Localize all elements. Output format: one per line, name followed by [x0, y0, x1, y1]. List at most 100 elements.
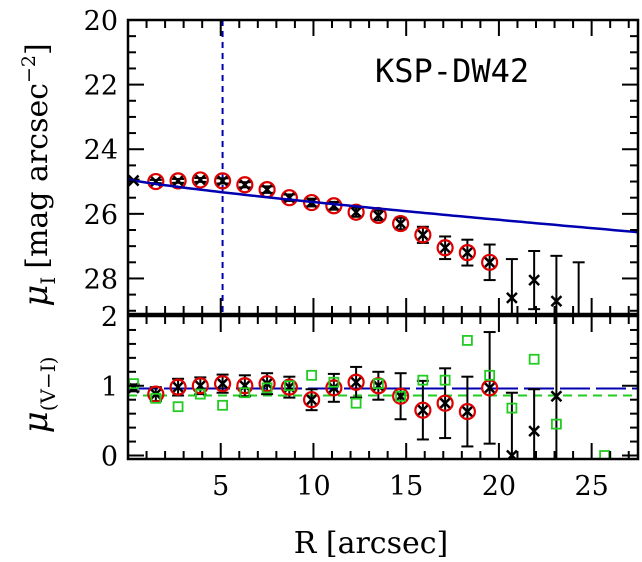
top-ylabel-close: ] [20, 43, 55, 55]
top-ylabel-unit: [mag arcsec [20, 83, 55, 269]
alt-color-point [461, 335, 473, 346]
fit-point [258, 375, 276, 393]
fit-point [236, 377, 254, 395]
top-ylabel-exp: −2 [18, 55, 40, 83]
fit-point [347, 203, 365, 221]
data-point [172, 381, 184, 394]
xtick-label: 10 [296, 471, 330, 502]
fit-point [458, 402, 476, 421]
top-ytick-label: 20 [84, 6, 118, 37]
alt-color-point [150, 392, 162, 404]
top-ylabel: μI [mag arcsec−2] [16, 43, 60, 307]
bottom-ytick-label: 2 [101, 302, 118, 333]
data-point [483, 381, 496, 394]
top-ytick-label: 26 [84, 200, 118, 231]
data-point [394, 217, 407, 230]
top-ylabel-mu: μ [16, 285, 56, 307]
fit-point [303, 391, 321, 409]
bottom-ytick-label: 1 [101, 372, 118, 403]
fit-point [369, 377, 387, 395]
fit-point [169, 172, 187, 190]
fit-point [436, 239, 454, 257]
data-point [216, 377, 229, 390]
data-point [550, 295, 563, 307]
data-point [528, 425, 541, 437]
fit-point [458, 244, 476, 262]
fit-point [213, 375, 232, 393]
data-point [350, 206, 362, 219]
alt-color-point [484, 369, 496, 381]
alt-color-point [417, 374, 429, 386]
data-point [416, 228, 429, 241]
alt-color-point [551, 418, 562, 430]
alt-color-point [372, 378, 384, 390]
alt-color-point [528, 353, 540, 365]
alt-color-point [261, 382, 273, 394]
data-point [528, 274, 541, 286]
alt-color-point [439, 374, 451, 386]
data-point [238, 178, 251, 191]
fit-point [392, 214, 410, 233]
top-plot-area [128, 20, 638, 332]
data-point [574, 322, 584, 332]
alt-color-point [350, 397, 362, 409]
xtick-label: 15 [389, 471, 423, 502]
alt-color-point [306, 369, 318, 381]
alt-color-point [194, 388, 206, 400]
data-point [194, 174, 207, 186]
fit-point [236, 176, 254, 194]
bottom-ytick-label: 0 [101, 442, 118, 473]
data-point [305, 393, 318, 406]
top-ytick-label: 22 [84, 71, 118, 102]
x-axis-title: R [arcsec] [294, 526, 449, 561]
alt-color-point [239, 387, 251, 399]
data-point [372, 209, 385, 222]
top-ytick-label: 24 [84, 135, 118, 166]
xtick-label: 5 [212, 471, 229, 502]
alt-color-point [395, 390, 407, 402]
data-point [216, 175, 229, 187]
data-point [327, 199, 340, 212]
alt-color-point [172, 401, 184, 413]
fit-point [147, 172, 165, 191]
fit-point [191, 171, 209, 189]
bottom-frame [126, 314, 640, 461]
data-point [372, 379, 385, 392]
alt-color-point [283, 380, 295, 392]
alt-color-point [506, 402, 518, 414]
top-frame [126, 18, 640, 316]
data-point [461, 405, 474, 418]
galaxy-name-annotation: KSP-DW42 [375, 52, 529, 90]
alt-color-point [328, 376, 340, 388]
data-point [416, 404, 429, 417]
bottom-ylabel: μ(V−I) [16, 357, 60, 434]
data-point [461, 246, 474, 259]
alt-color-point [217, 399, 228, 411]
fit-point [169, 378, 187, 396]
fit-point [280, 378, 298, 396]
bottom-ylabel-sub: (V−I) [36, 357, 60, 412]
data-point [327, 381, 340, 394]
fit-point [213, 172, 232, 190]
bottom-plot-area [128, 316, 638, 459]
data-point [350, 376, 362, 389]
data-point [261, 183, 273, 196]
surface-brightness-panel: 20 22 24 26 28 [84, 6, 640, 332]
bottom-ylabel-mu: μ [16, 411, 56, 433]
top-ytick-label: 28 [84, 264, 118, 295]
fit-point [347, 373, 365, 391]
fit-point [414, 401, 432, 419]
fit-point [325, 379, 343, 397]
data-point [172, 175, 184, 187]
data-point [550, 390, 563, 403]
fit-point [414, 226, 432, 244]
sersic-model-line [128, 178, 638, 234]
xtick-label: 20 [482, 471, 516, 502]
alt-color-point [599, 450, 611, 459]
data-point [439, 241, 452, 254]
data-point [394, 390, 407, 403]
data-point [483, 256, 496, 269]
top-ylabel-sub: I [36, 277, 60, 285]
